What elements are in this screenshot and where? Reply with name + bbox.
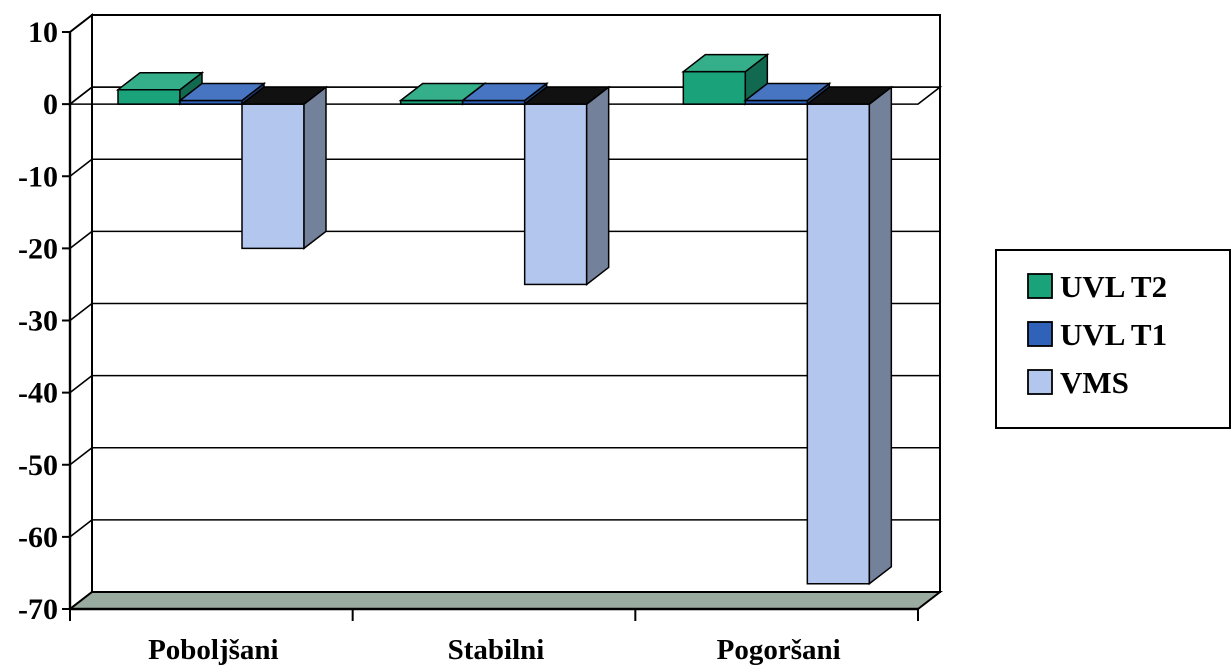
x-category-label: Poboljšani bbox=[148, 634, 279, 666]
x-axis-categories: Poboljšani Stabilni Pogoršani bbox=[148, 634, 841, 666]
bar-uvl-t2 bbox=[681, 53, 770, 106]
bars bbox=[115, 53, 894, 586]
floor bbox=[67, 591, 943, 610]
legend-label-uvl-t2: UVL T2 bbox=[1060, 269, 1167, 304]
legend: UVL T2 UVL T1 VMS bbox=[995, 249, 1231, 429]
x-category-label: Stabilni bbox=[448, 634, 545, 666]
y-tick-label: -20 bbox=[18, 232, 58, 265]
gridline-side bbox=[69, 447, 93, 466]
gridline-side bbox=[69, 519, 93, 538]
bar-vms bbox=[522, 85, 611, 286]
gridline-side bbox=[69, 374, 93, 394]
legend-swatch-uvl-t2 bbox=[1027, 273, 1053, 299]
legend-swatch-vms bbox=[1027, 369, 1053, 395]
y-tick-label: 0 bbox=[43, 88, 58, 121]
x-category-label: Pogoršani bbox=[717, 634, 841, 666]
legend-label-uvl-t1: UVL T1 bbox=[1060, 317, 1167, 352]
gridline-side bbox=[69, 230, 93, 250]
gridline-side bbox=[69, 158, 93, 177]
gridline-side bbox=[69, 302, 93, 322]
y-tick-label: -10 bbox=[18, 160, 58, 193]
y-tick-label: -50 bbox=[18, 449, 58, 482]
y-axis-ticks: 10 0 -10 -20 -30 -40 -50 -60 -70 bbox=[18, 16, 70, 626]
gridline-side bbox=[69, 14, 93, 33]
bar-vms bbox=[239, 85, 329, 250]
legend-label-vms: VMS bbox=[1060, 365, 1129, 400]
zero-plane bbox=[67, 86, 943, 105]
legend-swatch-uvl-t1 bbox=[1027, 321, 1053, 347]
bar-vms bbox=[805, 85, 894, 586]
y-tick-label: -60 bbox=[18, 521, 58, 554]
y-tick-label: -30 bbox=[18, 305, 58, 338]
y-tick-label: 10 bbox=[28, 16, 58, 49]
y-tick-label: -40 bbox=[18, 377, 58, 410]
y-tick-label: -70 bbox=[18, 593, 58, 626]
